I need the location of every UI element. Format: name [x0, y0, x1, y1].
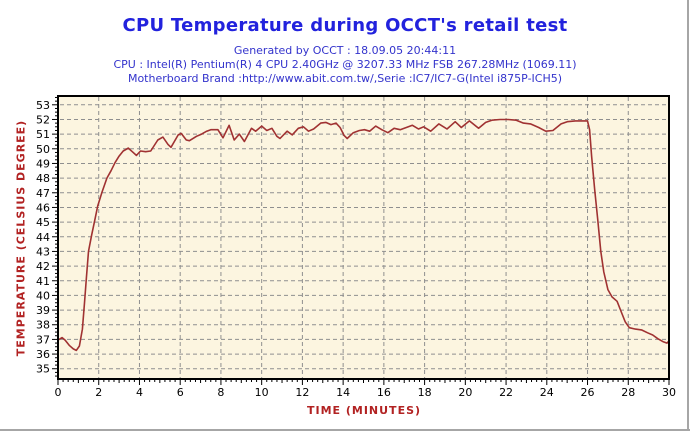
svg-text:30: 30: [662, 386, 676, 399]
chart-subtitle-block: Generated by OCCT : 18.09.05 20:44:11 CP…: [0, 44, 690, 86]
svg-text:41: 41: [36, 275, 50, 288]
plot-background: [58, 96, 669, 379]
svg-text:24: 24: [540, 386, 554, 399]
svg-text:35: 35: [36, 363, 50, 376]
svg-text:2: 2: [95, 386, 102, 399]
temperature-line: [57, 118, 670, 352]
x-axis-title: TIME (MINUTES): [306, 404, 422, 417]
svg-text:44: 44: [36, 231, 50, 244]
y-gridlines: [60, 104, 668, 370]
plot-border: [57, 95, 670, 380]
svg-text:37: 37: [36, 333, 50, 346]
subtitle-cpu-info: CPU : Intel(R) Pentium(R) 4 CPU 2.40GHz …: [113, 58, 577, 71]
x-axis-ticks: [57, 380, 670, 385]
window-edge-right: [687, 0, 689, 431]
svg-text:45: 45: [36, 216, 50, 229]
svg-text:10: 10: [255, 386, 269, 399]
svg-text:52: 52: [36, 113, 50, 126]
svg-text:40: 40: [36, 289, 50, 302]
svg-text:49: 49: [36, 157, 50, 170]
svg-text:48: 48: [36, 172, 50, 185]
svg-text:39: 39: [36, 304, 50, 317]
svg-text:8: 8: [217, 386, 224, 399]
svg-text:51: 51: [36, 128, 50, 141]
svg-text:22: 22: [499, 386, 513, 399]
x-tick-labels: 0 2 4 6 8 10 12 14 16 18 20 22 24 26 28 30: [55, 386, 677, 399]
svg-text:4: 4: [136, 386, 143, 399]
svg-text:16: 16: [377, 386, 391, 399]
svg-text:12: 12: [295, 386, 309, 399]
subtitle-generated-by: Generated by OCCT : 18.09.05 20:44:11: [233, 44, 457, 57]
x-gridlines: [98, 97, 629, 378]
svg-text:50: 50: [36, 143, 50, 156]
svg-text:6: 6: [177, 386, 184, 399]
svg-text:47: 47: [36, 187, 50, 200]
y-axis-ticks: [52, 96, 57, 377]
svg-text:46: 46: [36, 201, 50, 214]
svg-text:43: 43: [36, 245, 50, 258]
svg-text:28: 28: [621, 386, 635, 399]
svg-text:26: 26: [581, 386, 595, 399]
chart-title: CPU Temperature during OCCT's retail tes…: [122, 15, 568, 36]
svg-text:42: 42: [36, 260, 50, 273]
subtitle-motherboard-info: Motherboard Brand :http://www.abit.com.t…: [127, 72, 563, 85]
svg-text:18: 18: [418, 386, 432, 399]
svg-text:53: 53: [36, 99, 50, 112]
y-axis-title: TEMPERATURE (CELSIUS DEGREE): [14, 119, 28, 357]
svg-text:38: 38: [36, 319, 50, 332]
svg-text:0: 0: [55, 386, 62, 399]
svg-text:20: 20: [458, 386, 472, 399]
svg-text:36: 36: [36, 348, 50, 361]
svg-text:14: 14: [336, 386, 350, 399]
window-edge-bottom: [0, 429, 690, 431]
